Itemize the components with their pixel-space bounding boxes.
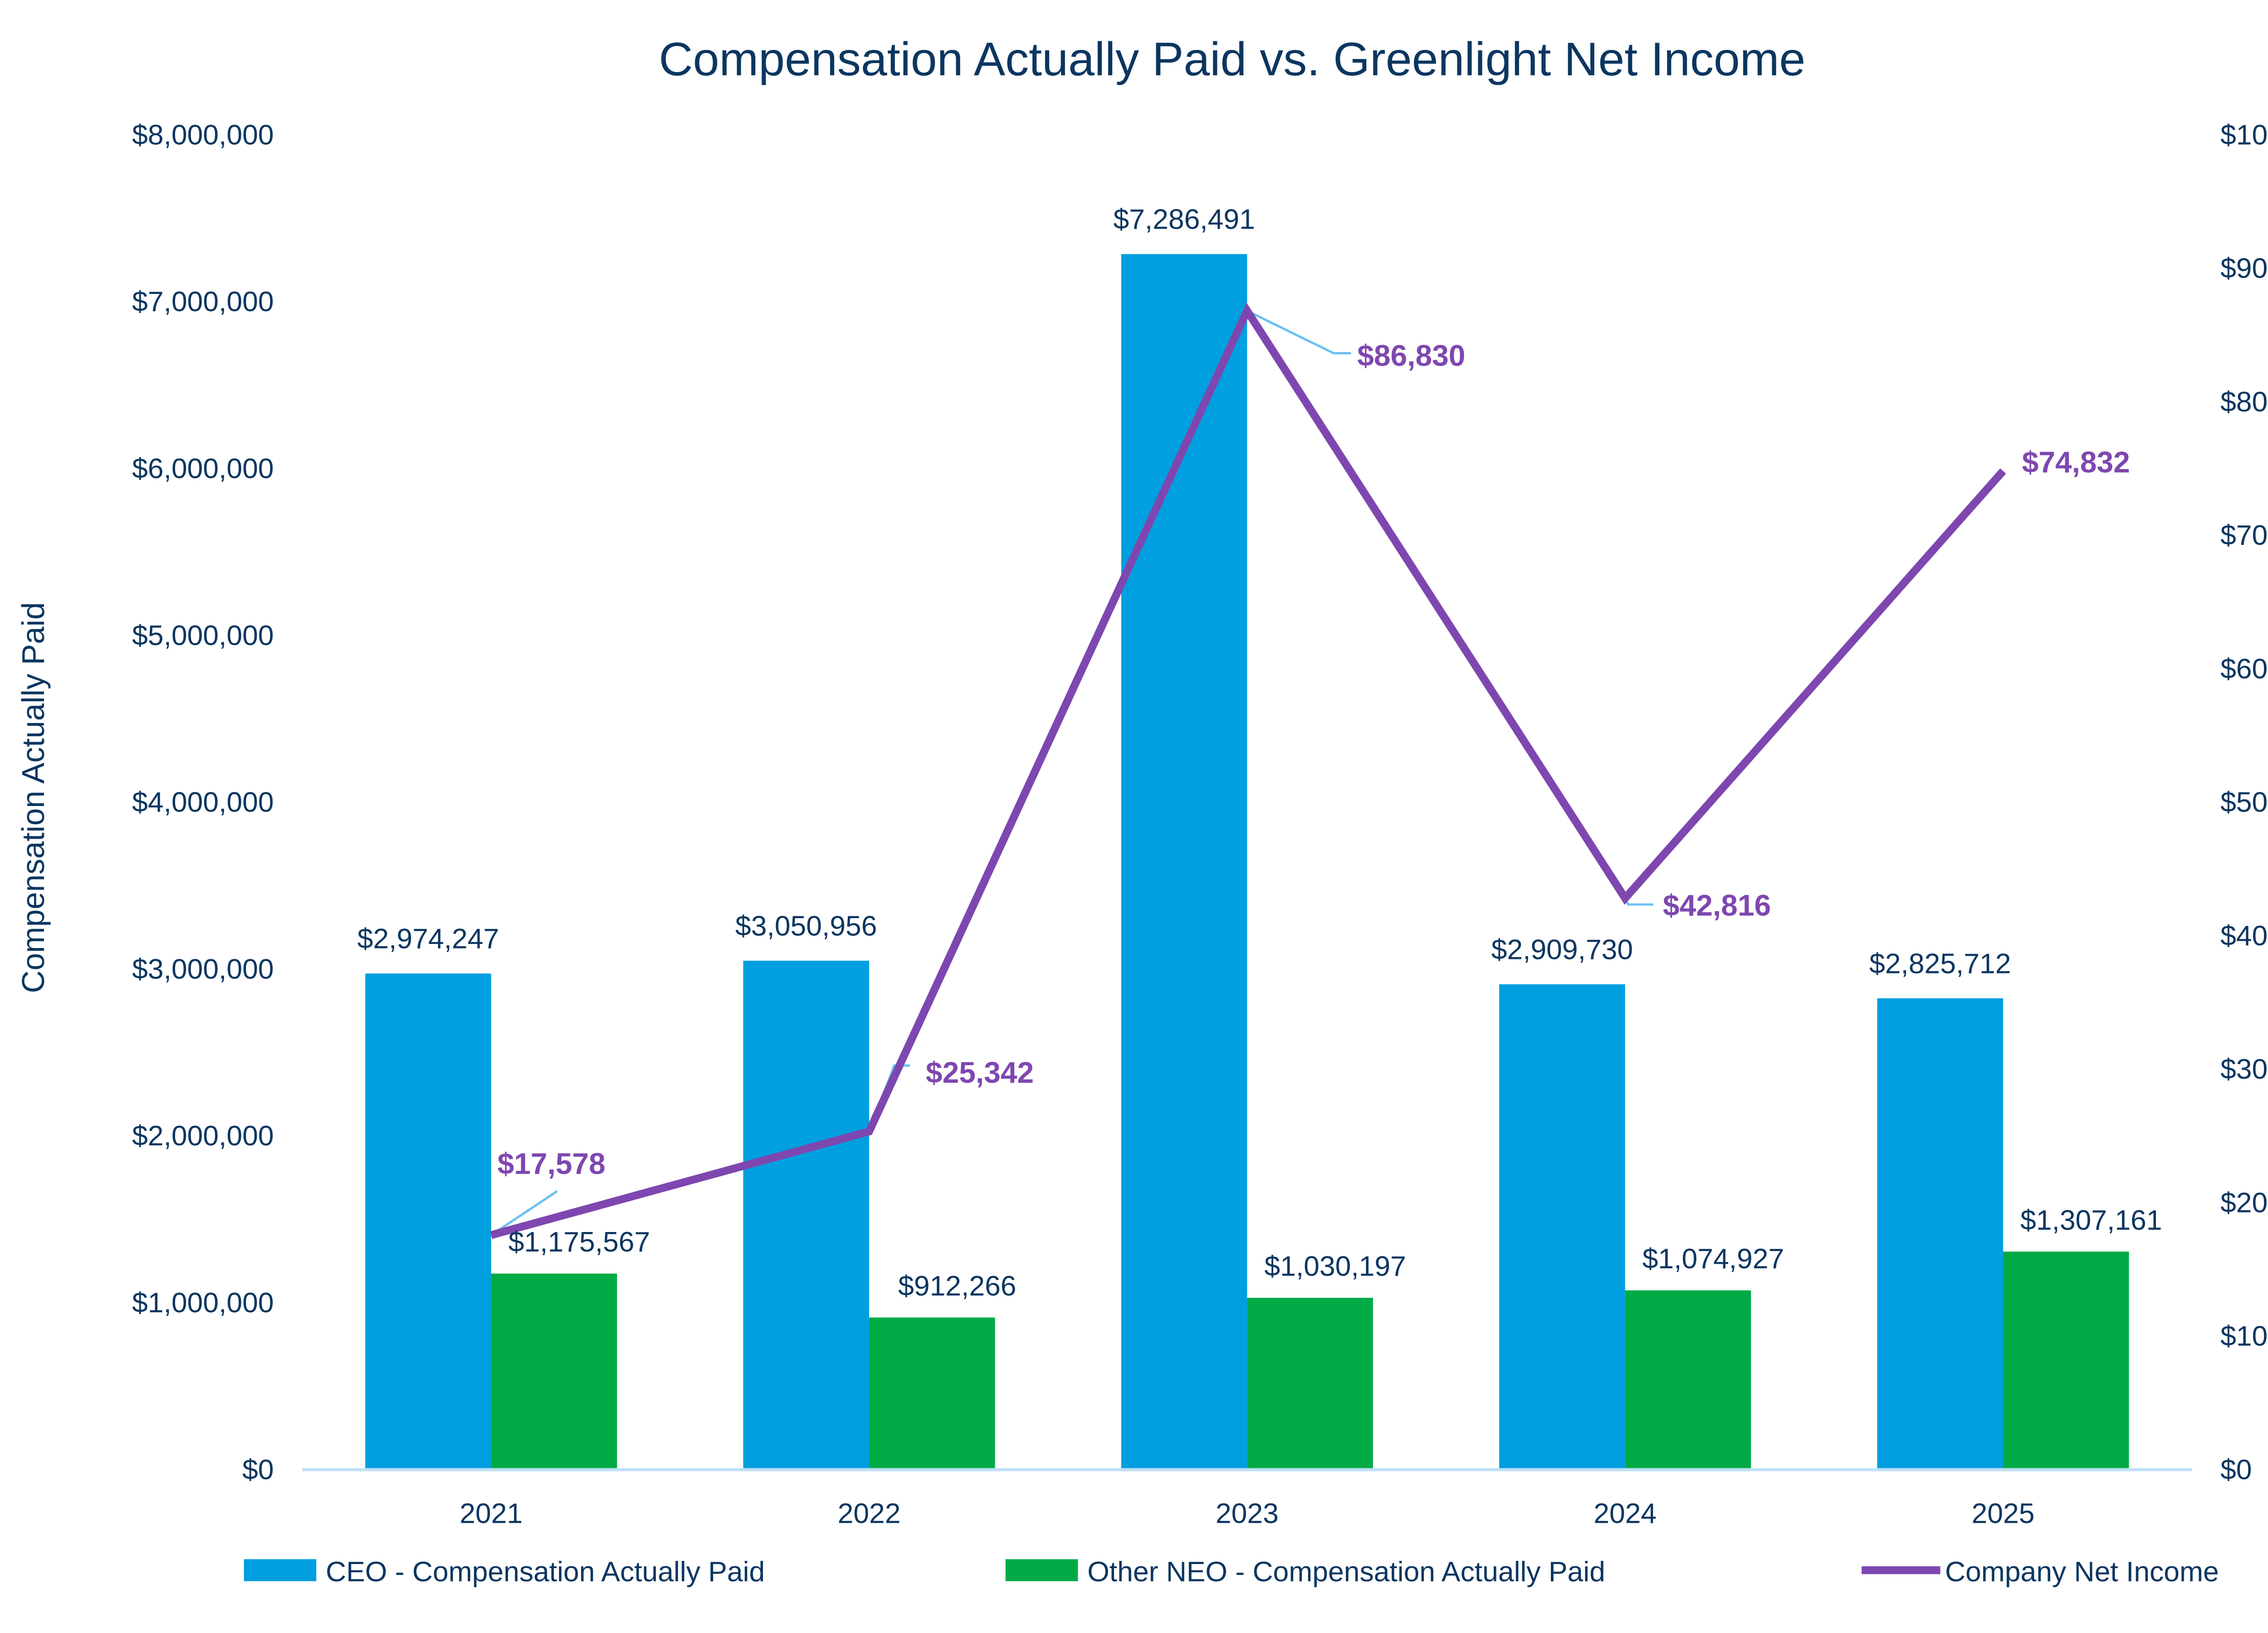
- ceo-bar-label: $2,974,247: [357, 924, 499, 955]
- y-axis-left: $0 $1,000,000 $2,000,000 $3,000,000 $4,000,0…: [132, 120, 274, 1486]
- chart-title: Compensation Actually Paid vs. Greenligh…: [659, 33, 1805, 86]
- x-tick-label: 2021: [459, 1498, 523, 1530]
- ceo-bar: [743, 960, 870, 1470]
- net-income-label: $42,816: [1663, 888, 1771, 922]
- legend-item[interactable]: CEO - Compensation Actually Paid: [244, 1556, 765, 1588]
- net-income-line-group: [490, 303, 2006, 1239]
- neo-bar-label: $1,307,161: [2020, 1205, 2162, 1236]
- ceo-bar: [1877, 998, 2003, 1470]
- neo-bar: [491, 1273, 617, 1470]
- neo-bar: [1247, 1298, 1373, 1470]
- neo-bar-label: $912,266: [898, 1271, 1016, 1302]
- bar-labels: $2,974,247 $1,175,567 $3,050,956 $912,266 $7…: [357, 204, 2162, 1302]
- y-right-tick-label: $60,000: [2220, 653, 2268, 684]
- leader-line: [490, 1190, 558, 1236]
- y-left-tick-label: $8,000,000: [132, 120, 274, 151]
- x-tick-label: 2022: [838, 1498, 901, 1530]
- ceo-bar-label: $7,286,491: [1113, 204, 1255, 235]
- y-left-tick-label: $6,000,000: [132, 453, 274, 484]
- y-axis-right: $0 $10,000 $20,000 $30,000 $40,000 $50,000 $60…: [2220, 120, 2268, 1486]
- y-right-tick-label: $30,000: [2220, 1054, 2268, 1085]
- y-left-tick-label: $2,000,000: [132, 1120, 274, 1152]
- y-right-tick-label: $0: [2220, 1454, 2252, 1486]
- y-left-tick-label: $0: [242, 1454, 274, 1486]
- leader-line: [1246, 309, 1351, 355]
- y-right-tick-label: $70,000: [2220, 520, 2268, 551]
- net-income-point: [869, 1131, 870, 1132]
- x-axis: 2021 2022 2023 2024 2025: [459, 1498, 2034, 1530]
- ceo-bar: [1499, 984, 1625, 1470]
- leader-lines: [490, 309, 1654, 1236]
- neo-bar: [2003, 1252, 2129, 1470]
- neo-bar: [869, 1317, 995, 1470]
- y-right-tick-label: $40,000: [2220, 920, 2268, 952]
- legend: CEO - Compensation Actually Paid Other NE…: [244, 1556, 2219, 1588]
- y-left-tick-label: $5,000,000: [132, 620, 274, 651]
- legend-label: CEO - Compensation Actually Paid: [326, 1556, 765, 1588]
- legend-item[interactable]: Company Net Income: [1862, 1556, 2219, 1588]
- legend-label: Company Net Income: [1945, 1556, 2219, 1588]
- legend-swatch: [244, 1559, 317, 1581]
- x-tick-label: 2024: [1593, 1498, 1657, 1530]
- neo-bar-label: $1,074,927: [1642, 1243, 1784, 1275]
- net-income-label: $25,342: [926, 1056, 1034, 1089]
- line-labels: $17,578 $25,342 $86,830 $42,816 $74,832: [498, 338, 2130, 1180]
- x-tick-label: 2023: [1216, 1498, 1279, 1530]
- neo-bar-label: $1,030,197: [1264, 1251, 1406, 1282]
- y-left-tick-label: $1,000,000: [132, 1287, 274, 1319]
- y-axis-left-title: Compensation Actually Paid: [15, 602, 51, 993]
- ceo-bar-label: $2,825,712: [1869, 948, 2011, 979]
- ceo-bar: [1121, 254, 1247, 1470]
- y-left-tick-label: $7,000,000: [132, 286, 274, 318]
- x-tick-label: 2025: [1972, 1498, 2035, 1530]
- net-income-label: $17,578: [498, 1147, 606, 1180]
- y-right-tick-label: $50,000: [2220, 787, 2268, 818]
- y-left-tick-label: $3,000,000: [132, 953, 274, 985]
- neo-bar-label: $1,175,567: [508, 1227, 650, 1258]
- y-right-tick-label: $100,000: [2220, 120, 2268, 151]
- legend-swatch: [1005, 1559, 1078, 1581]
- ceo-bar-label: $2,909,730: [1491, 934, 1633, 966]
- net-income-label: $74,832: [2022, 445, 2130, 479]
- neo-bar: [1625, 1290, 1751, 1470]
- y-right-tick-label: $20,000: [2220, 1187, 2268, 1218]
- bars-group: [365, 254, 2129, 1470]
- y-right-tick-label: $90,000: [2220, 253, 2268, 284]
- ceo-bar: [365, 973, 491, 1470]
- net-income-label: $86,830: [1357, 338, 1465, 372]
- y-right-tick-label: $10,000: [2220, 1321, 2268, 1352]
- ceo-bar-label: $3,050,956: [735, 911, 877, 942]
- y-right-tick-label: $80,000: [2220, 386, 2268, 418]
- legend-label: Other NEO - Compensation Actually Paid: [1087, 1556, 1605, 1588]
- y-left-tick-label: $4,000,000: [132, 787, 274, 818]
- legend-item[interactable]: Other NEO - Compensation Actually Paid: [1005, 1556, 1605, 1588]
